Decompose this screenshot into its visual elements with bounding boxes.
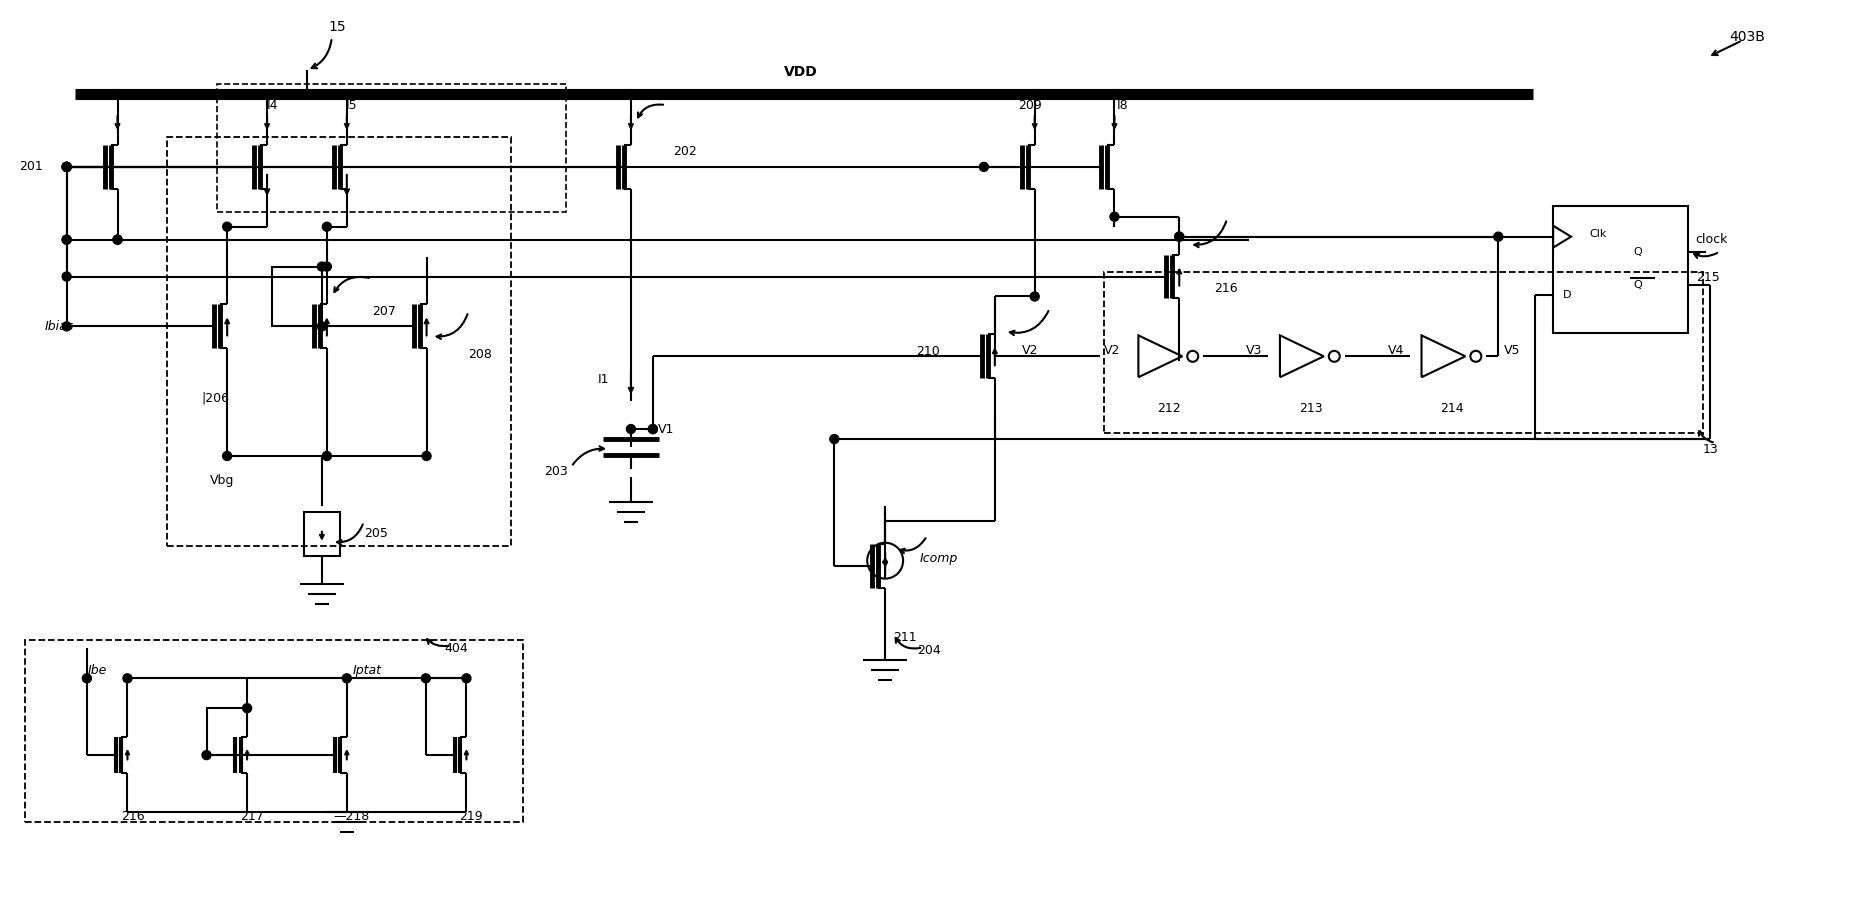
Text: V5: V5 [1504,343,1519,357]
Circle shape [626,89,635,98]
Circle shape [648,425,657,434]
Circle shape [421,674,431,683]
Circle shape [242,703,251,712]
Text: D: D [1562,291,1570,301]
Text: —218: —218 [333,811,369,824]
Text: 216: 216 [120,811,144,824]
Circle shape [62,162,71,171]
Text: Iptat: Iptat [352,664,380,677]
Circle shape [322,452,332,460]
Circle shape [1030,292,1040,301]
Text: 215: 215 [1695,271,1719,284]
Circle shape [223,452,232,460]
Text: |206: |206 [200,392,229,404]
Text: 202: 202 [672,146,697,159]
Circle shape [1030,89,1040,98]
Text: 205: 205 [363,527,388,540]
Text: I1: I1 [597,373,609,385]
Text: Ibias: Ibias [45,320,73,333]
Text: I8: I8 [1116,98,1128,111]
Text: 210: 210 [916,345,940,358]
Text: Icomp: Icomp [920,552,957,565]
Circle shape [124,674,131,683]
Text: 208: 208 [468,348,493,361]
Circle shape [62,272,71,281]
Circle shape [62,235,71,244]
Bar [1553,206,1688,333]
Circle shape [830,435,839,444]
Text: 209: 209 [1017,98,1041,111]
Bar [24,640,523,822]
Circle shape [980,162,987,171]
Text: Ibe: Ibe [88,664,107,677]
Text: 404: 404 [444,642,468,655]
Text: I5: I5 [347,98,358,111]
Text: 204: 204 [916,644,940,657]
Bar [303,512,339,556]
Text: V2: V2 [1021,343,1038,357]
Circle shape [1109,89,1118,98]
Text: 207: 207 [371,305,395,318]
Text: VDD: VDD [783,66,817,79]
Circle shape [1109,212,1118,221]
Circle shape [1174,232,1184,241]
Text: 219: 219 [459,811,483,824]
Circle shape [112,235,122,244]
Text: V1: V1 [657,423,674,435]
Text: Q: Q [1633,247,1641,257]
Circle shape [62,162,71,171]
Circle shape [317,322,326,331]
Circle shape [648,425,657,434]
Circle shape [62,162,71,171]
Circle shape [62,322,71,331]
Text: 201: 201 [19,160,43,173]
Text: clock: clock [1695,233,1727,246]
Circle shape [317,262,326,271]
Bar [167,137,511,546]
Text: 214: 214 [1440,402,1463,415]
Circle shape [62,162,71,171]
Text: 212: 212 [1158,402,1180,415]
Circle shape [421,452,431,460]
Text: 13: 13 [1703,443,1718,456]
Circle shape [626,425,635,434]
Text: 217: 217 [240,811,264,824]
Circle shape [223,222,232,231]
Bar [217,84,566,211]
Circle shape [463,674,470,683]
Text: V3: V3 [1246,343,1262,357]
Text: V2: V2 [1103,343,1120,357]
Text: V4: V4 [1386,343,1403,357]
Circle shape [82,674,92,683]
Text: Clk: Clk [1588,229,1605,239]
Text: 213: 213 [1298,402,1322,415]
Bar [1103,271,1703,433]
Text: 15: 15 [328,20,345,35]
Text: Q: Q [1633,280,1641,290]
Circle shape [202,751,212,760]
Circle shape [62,235,71,244]
Text: 216: 216 [1214,282,1238,295]
Circle shape [262,89,272,98]
Text: I4: I4 [266,98,277,111]
Circle shape [343,674,350,683]
Circle shape [112,235,122,244]
Circle shape [322,262,332,271]
Text: Vbg: Vbg [210,475,234,487]
Text: 203: 203 [543,466,568,478]
Text: 403B: 403B [1729,30,1764,45]
Circle shape [1493,232,1502,241]
Circle shape [322,222,332,231]
Circle shape [343,89,350,98]
Circle shape [1174,232,1184,241]
Circle shape [112,89,122,98]
Text: 211: 211 [893,631,916,644]
